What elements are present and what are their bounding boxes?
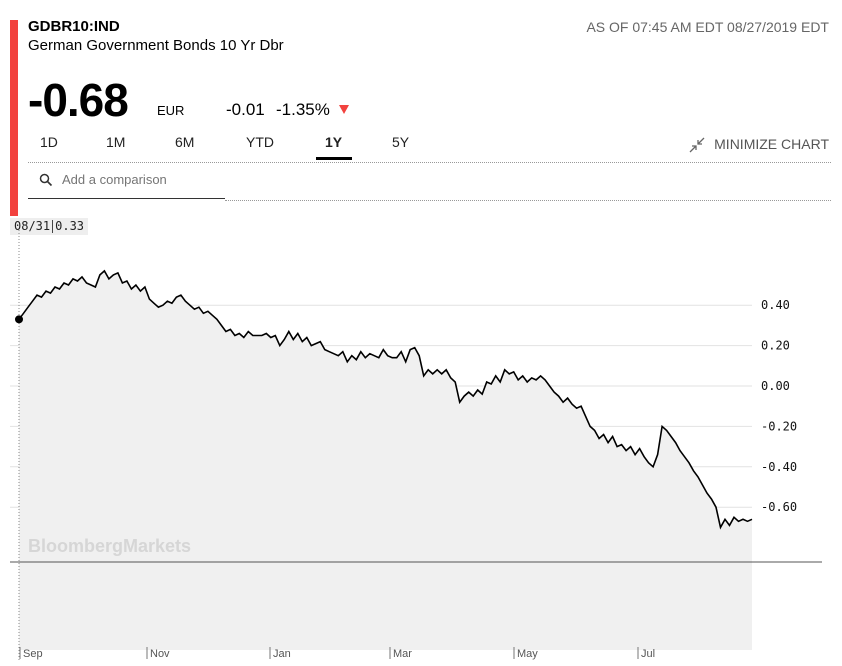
change-percent: -1.35% [276, 100, 330, 119]
active-tab-indicator [316, 157, 352, 160]
hover-value: 0.33 [55, 219, 85, 233]
x-tick-label: Mar [393, 648, 412, 660]
x-tick-label: Jan [273, 648, 291, 660]
minimize-icon[interactable] [689, 137, 705, 153]
price-value: -0.68 [28, 74, 129, 126]
hover-point [15, 315, 23, 324]
currency-label: EUR [157, 103, 185, 118]
accent-bar [10, 20, 18, 216]
security-name: German Government Bonds 10 Yr Dbr [28, 37, 284, 54]
divider [28, 162, 831, 163]
tab-1d[interactable]: 1D [40, 134, 58, 150]
tab-ytd[interactable]: YTD [246, 134, 274, 150]
y-axis: 0.40 0.20 0.00 -0.20 -0.40 -0.60 [761, 298, 797, 514]
y-tick-label: 0.40 [761, 298, 790, 312]
tab-1m[interactable]: 1M [106, 134, 126, 150]
watermark-logo: BloombergMarkets [28, 536, 191, 556]
x-tick-label: May [517, 648, 538, 660]
hover-readout: 08/31 0.33 [10, 218, 89, 235]
y-tick-label: 0.00 [761, 379, 790, 393]
y-tick-label: 0.20 [761, 339, 790, 353]
y-tick-label: -0.20 [761, 419, 797, 433]
ticker-symbol: GDBR10:IND [28, 18, 120, 35]
price-line [18, 269, 753, 530]
hover-date: 08/31 [14, 219, 51, 233]
comparison-search-input[interactable] [62, 172, 222, 187]
minimize-chart-button[interactable]: MINIMIZE CHART [714, 136, 829, 152]
y-tick-label: -0.40 [761, 460, 797, 474]
x-axis: Sep Nov Jan Mar May Jul [19, 647, 655, 660]
divider [225, 200, 831, 201]
as-of-timestamp: AS OF 07:45 AM EDT 08/27/2019 EDT [586, 19, 829, 35]
x-tick-label: Nov [150, 648, 170, 660]
search-icon [39, 173, 53, 187]
down-arrow-icon [339, 105, 349, 114]
tab-5y[interactable]: 5Y [392, 134, 410, 150]
price-area [19, 270, 752, 650]
search-underline [28, 198, 225, 199]
change-value: -0.01 [226, 100, 265, 119]
y-tick-label: -0.60 [761, 500, 797, 514]
x-tick-label: Jul [641, 648, 655, 660]
x-tick-label: Sep [23, 648, 43, 660]
tab-1y[interactable]: 1Y [325, 134, 343, 150]
readout-divider [52, 220, 54, 233]
tab-6m[interactable]: 6M [175, 134, 195, 150]
